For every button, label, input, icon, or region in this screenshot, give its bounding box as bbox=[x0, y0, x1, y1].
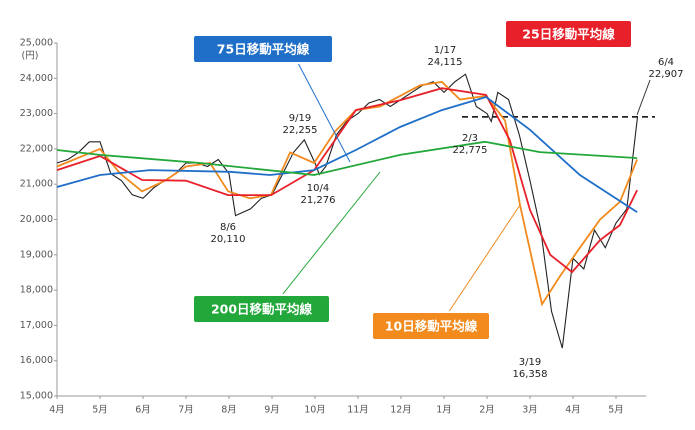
y-tick-label: 20,000 bbox=[20, 214, 53, 225]
x-tick-label: 2月 bbox=[479, 405, 495, 416]
annotation-pointer bbox=[636, 79, 651, 116]
legend-label: 10日移動平均線 bbox=[385, 319, 478, 334]
y-tick-label: 25,000 bbox=[20, 38, 53, 49]
legend-box bbox=[504, 19, 633, 49]
x-tick-label: 4月 bbox=[565, 405, 581, 416]
y-tick-label: 24,000 bbox=[20, 73, 53, 84]
legend-box bbox=[192, 34, 334, 64]
legend-label: 25日移動平均線 bbox=[522, 27, 615, 42]
annotation-date: 3/19 bbox=[519, 357, 541, 368]
annotation-value: 22,775 bbox=[453, 145, 488, 156]
annotation-value: 24,115 bbox=[428, 57, 463, 68]
moving-average-line bbox=[56, 96, 638, 213]
x-tick-label: 8月 bbox=[221, 405, 237, 416]
annotation-date: 10/4 bbox=[307, 183, 329, 194]
x-tick-label: 1月 bbox=[436, 405, 452, 416]
x-tick-label: 5月 bbox=[608, 405, 624, 416]
x-tick-label: 9月 bbox=[264, 405, 280, 416]
y-tick-label: 19,000 bbox=[20, 249, 53, 260]
annotation-date: 1/17 bbox=[434, 45, 456, 56]
moving-average-line bbox=[56, 140, 638, 176]
x-tick-label: 3月 bbox=[522, 405, 538, 416]
y-unit: (円) bbox=[22, 51, 39, 62]
x-tick-label: 11月 bbox=[347, 405, 369, 416]
x-tick-label: 6月 bbox=[135, 405, 151, 416]
annotation-value: 20,110 bbox=[211, 234, 246, 245]
moving-average-line bbox=[56, 87, 638, 274]
callout-leader bbox=[448, 204, 521, 313]
annotation-value: 21,276 bbox=[301, 195, 336, 206]
annotation-value: 16,358 bbox=[513, 369, 548, 380]
legend-box bbox=[192, 294, 331, 324]
x-tick-label: 10月 bbox=[304, 405, 326, 416]
annotation-date: 8/6 bbox=[220, 222, 236, 233]
y-tick-label: 22,000 bbox=[20, 143, 53, 154]
annotation-value: 22,255 bbox=[283, 125, 318, 136]
y-tick-label: 17,000 bbox=[20, 320, 53, 331]
x-tick-label: 5月 bbox=[92, 405, 108, 416]
y-tick-label: 16,000 bbox=[20, 355, 53, 366]
annotation-date: 2/3 bbox=[462, 133, 478, 144]
y-tick-label: 23,000 bbox=[20, 108, 53, 119]
legend-label: 75日移動平均線 bbox=[217, 42, 310, 57]
x-tick-label: 12月 bbox=[390, 405, 412, 416]
callout-leader bbox=[297, 62, 351, 163]
annotation-date: 9/19 bbox=[289, 113, 311, 124]
x-tick-label: 4月 bbox=[49, 405, 65, 416]
annotation-date: 6/4 bbox=[658, 57, 674, 68]
legend-label: 200日移動平均線 bbox=[211, 302, 313, 317]
price-line bbox=[56, 73, 639, 349]
legend-box bbox=[371, 311, 491, 341]
x-tick-label: 7月 bbox=[178, 405, 194, 416]
moving-average-line bbox=[56, 80, 638, 307]
callout-leader bbox=[281, 171, 381, 296]
annotation-value: 22,907 bbox=[649, 69, 684, 80]
y-tick-label: 18,000 bbox=[20, 285, 53, 296]
y-tick-label: 21,000 bbox=[20, 179, 53, 190]
y-tick-label: 15,000 bbox=[20, 391, 53, 402]
